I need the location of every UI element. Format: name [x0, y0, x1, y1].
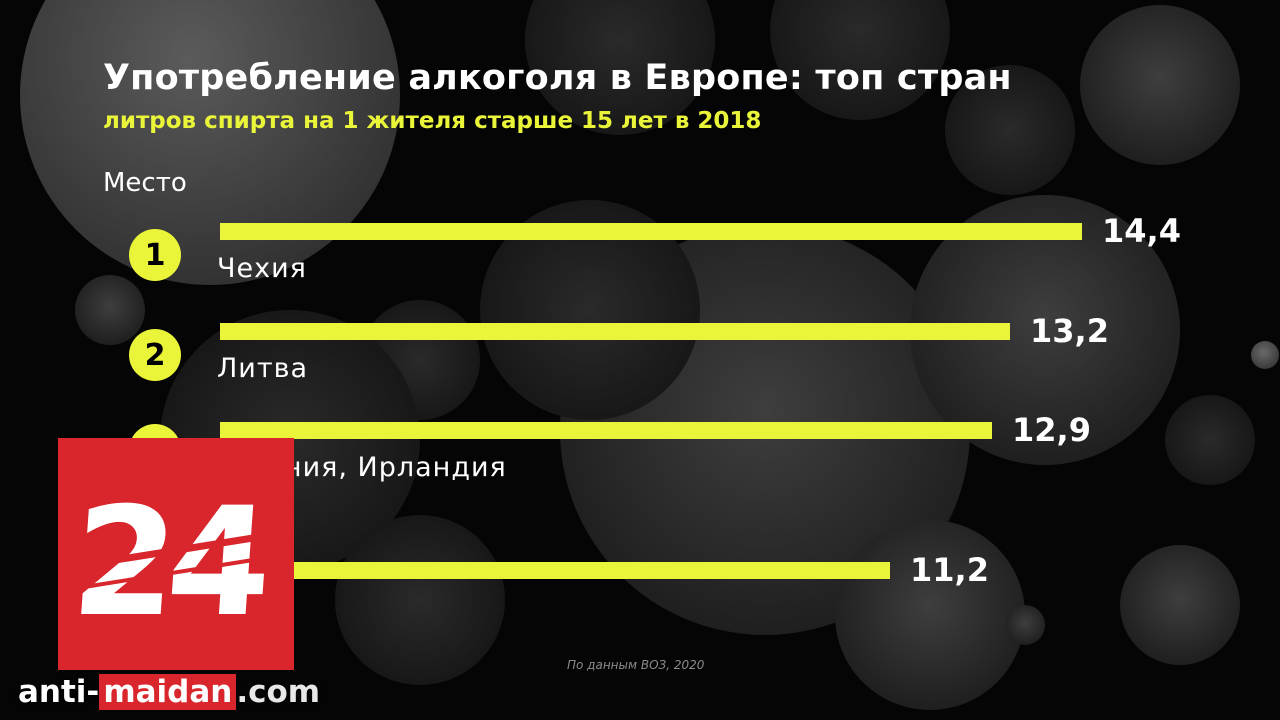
source-note: По данным ВОЗ, 2020: [567, 658, 705, 672]
bar-3: [220, 422, 992, 439]
chart-title: Употребление алкоголя в Европе: топ стра…: [103, 58, 1012, 98]
bar-value-label-2: 13,2: [1030, 312, 1109, 350]
place-column-header: Место: [103, 168, 187, 198]
country-label-1: Чехия: [217, 253, 307, 284]
watermark-part-2: maidan: [99, 674, 237, 710]
watermark-part-1: anti-: [18, 674, 100, 710]
bar-2: [220, 323, 1010, 340]
bar-value-label-4: 11,2: [910, 551, 989, 589]
bar-value-label-1: 14,4: [1102, 212, 1181, 250]
logo-slash-2: [77, 554, 279, 590]
watermark-part-3: .com: [236, 674, 321, 710]
bar-value-label-3: 12,9: [1012, 411, 1091, 449]
rank-badge-2: 2: [129, 329, 181, 381]
watermark: anti-maidan .com: [18, 668, 320, 716]
bar-1: [220, 223, 1082, 240]
chart-subtitle: литров спирта на 1 жителя старше 15 лет …: [103, 108, 762, 134]
country-label-2: Литва: [217, 353, 309, 384]
rank-badge-1: 1: [129, 229, 181, 281]
channel-24-logo: 24: [58, 438, 294, 670]
bar-4: [220, 562, 890, 579]
logo-slash-1: [77, 530, 279, 570]
